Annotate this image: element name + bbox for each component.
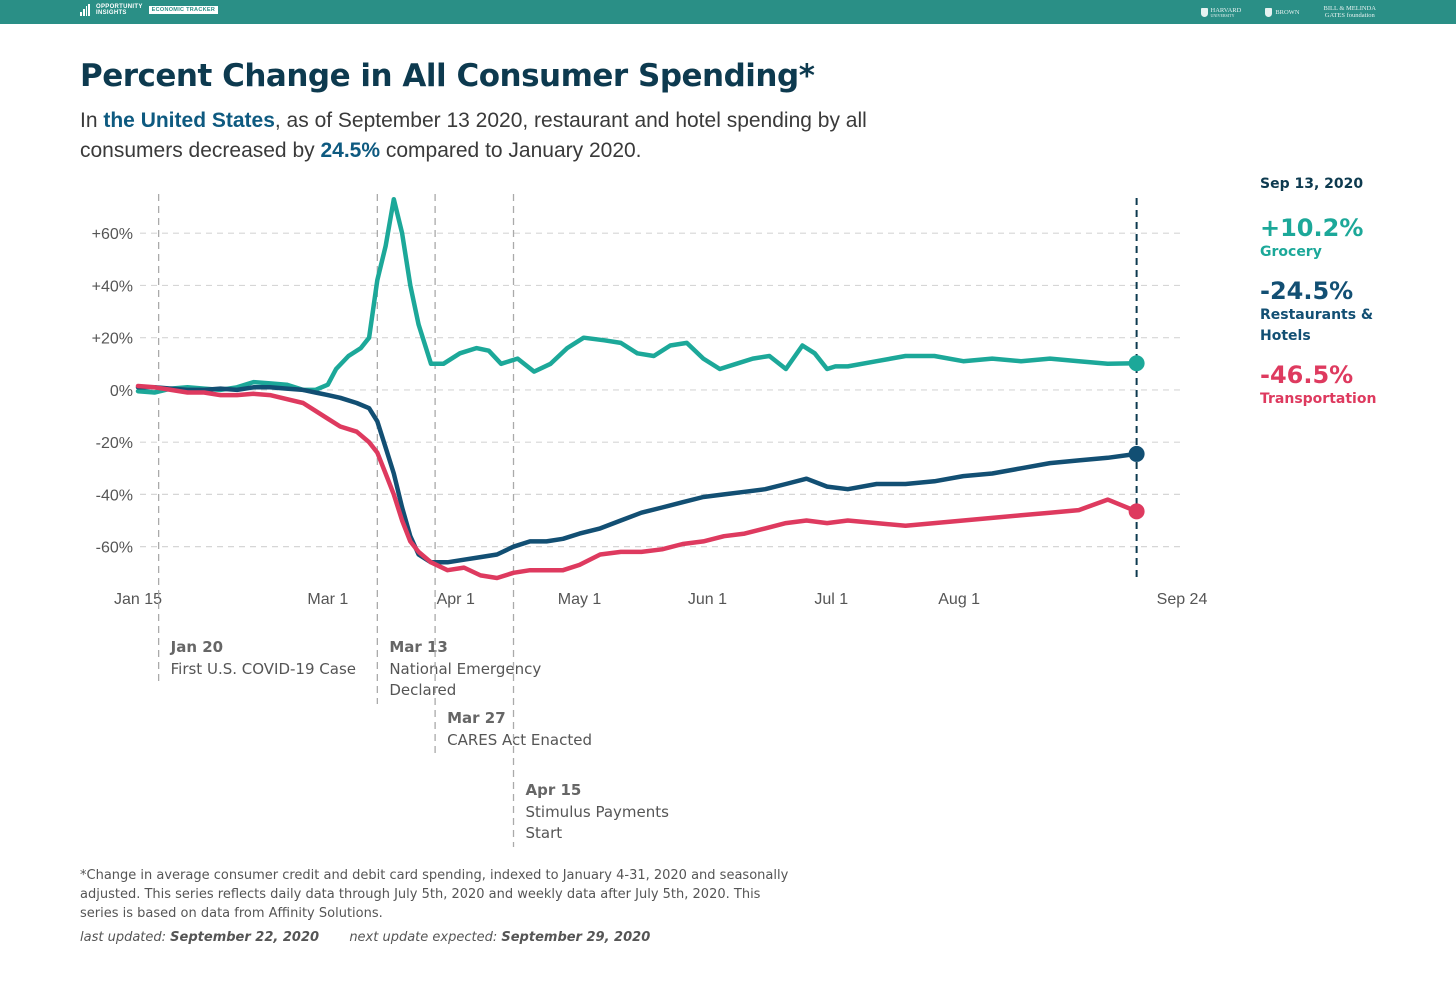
- shield-icon: [1200, 7, 1208, 17]
- y-axis-ticks: +60% +40% +20% 0% -20% -40% -60%: [92, 226, 133, 556]
- brand-line-1: OPPORTUNITY: [96, 4, 143, 10]
- legend-label-restaurants: Restaurants & Hotels: [1260, 307, 1374, 344]
- partner-brown: BROWN: [1275, 8, 1300, 16]
- grid-lines: [140, 232, 1182, 548]
- brown-logo: BROWN: [1265, 5, 1300, 19]
- y-tick-label: -40%: [96, 487, 133, 504]
- series-lines: [135, 196, 1139, 581]
- y-tick-label: +20%: [92, 331, 133, 348]
- partner-logos: HARVARD UNIVERSITY BROWN BILL & MELINDA …: [1200, 5, 1376, 19]
- legend-value-restaurants: -24.5%: [1260, 277, 1354, 305]
- subtitle-location[interactable]: the United States: [103, 109, 275, 132]
- partner-gates-sub: GATES foundation: [1324, 12, 1375, 19]
- shield-icon: [1265, 7, 1273, 17]
- event-date: Jan 20: [170, 638, 223, 656]
- series-line-grocery: [135, 196, 1139, 395]
- legend-label-transportation: Transportation: [1260, 391, 1377, 407]
- legend-label-grocery: Grocery: [1260, 244, 1322, 260]
- partner-gates: BILL & MELINDA: [1323, 5, 1376, 12]
- bar-chart-icon: [80, 4, 90, 16]
- partner-harvard-sub: UNIVERSITY: [1210, 12, 1235, 18]
- next-update-label: next update expected:: [349, 930, 498, 945]
- legend: Sep 13, 2020 +10.2% Grocery -24.5% Resta…: [1260, 176, 1450, 424]
- event-description: CARES Act Enacted: [447, 731, 592, 749]
- event-date: Apr 15: [526, 781, 582, 799]
- event-markers: Jan 20 First U.S. COVID-19 Case Mar 13 Nati…: [157, 194, 670, 847]
- footnote: *Change in average consumer credit and d…: [80, 868, 789, 921]
- series-line-transportation: [135, 383, 1139, 581]
- x-tick-label: May 1: [558, 591, 602, 608]
- brand-name: OPPORTUNITY INSIGHTS: [96, 4, 143, 16]
- legend-item-restaurants: -24.5% Restaurants & Hotels: [1260, 277, 1450, 347]
- x-tick-label: Jan 15: [114, 591, 162, 608]
- subtitle-text-1: In: [80, 109, 104, 132]
- subtitle-text-3: compared to January 2020.: [380, 139, 642, 162]
- partner-harvard: HARVARD: [1210, 6, 1242, 14]
- series-end-point: [1128, 355, 1145, 372]
- update-info: last updated: September 22, 2020 next up…: [80, 930, 650, 945]
- brand-line-2: INSIGHTS: [96, 10, 127, 16]
- y-tick-label: -20%: [96, 435, 133, 452]
- legend-item-grocery: +10.2% Grocery: [1260, 214, 1450, 263]
- event-date: Mar 13: [389, 638, 448, 656]
- event-description: Stimulus Payments: [526, 803, 670, 821]
- next-update-date: September 29, 2020: [501, 930, 651, 945]
- legend-value-grocery: +10.2%: [1260, 214, 1364, 242]
- x-tick-label: Aug 1: [938, 591, 980, 608]
- y-tick-label: 0%: [110, 383, 133, 400]
- x-tick-label: Apr 1: [437, 591, 475, 608]
- x-axis-ticks: Jan 15 Mar 1 Apr 1 May 1 Jun 1 Jul 1 Aug 1 Sep …: [114, 591, 1207, 608]
- event-description: Start: [526, 824, 563, 842]
- series-line-restaurants-hotels: [135, 385, 1139, 565]
- subtitle-text-2: , as of September 13 2020, restaurant an…: [80, 109, 867, 162]
- x-tick-label: Jul 1: [814, 591, 848, 608]
- last-updated-date: September 22, 2020: [170, 930, 320, 945]
- x-tick-label: Sep 24: [1157, 591, 1208, 608]
- event-description: First U.S. COVID-19 Case: [171, 660, 356, 678]
- subtitle-value: 24.5%: [320, 139, 381, 162]
- event-description: National Emergency: [389, 660, 541, 678]
- event-description: Declared: [389, 681, 456, 699]
- page-subtitle: In the United States, as of September 13…: [80, 106, 900, 166]
- legend-item-transportation: -46.5% Transportation: [1260, 361, 1450, 410]
- y-tick-label: +40%: [92, 278, 133, 295]
- brand-tag: ECONOMIC TRACKER: [148, 6, 219, 14]
- top-bar: OPPORTUNITY INSIGHTS ECONOMIC TRACKER HA…: [0, 0, 1456, 24]
- brand-logo[interactable]: OPPORTUNITY INSIGHTS ECONOMIC TRACKER: [80, 4, 219, 16]
- highlight-marker: [1128, 198, 1145, 580]
- legend-date: Sep 13, 2020: [1260, 176, 1364, 192]
- page-title: Percent Change in All Consumer Spending*: [80, 58, 815, 94]
- gates-logo: BILL & MELINDA GATES foundation: [1324, 5, 1376, 19]
- event-date: Mar 27: [447, 709, 506, 727]
- series-end-point: [1128, 445, 1145, 462]
- series-end-point: [1128, 503, 1145, 520]
- x-tick-label: Jun 1: [688, 591, 727, 608]
- legend-value-transportation: -46.5%: [1260, 361, 1354, 389]
- y-tick-label: -60%: [96, 540, 133, 557]
- y-tick-label: +60%: [92, 226, 133, 243]
- harvard-logo: HARVARD UNIVERSITY: [1200, 5, 1242, 19]
- x-tick-label: Mar 1: [307, 591, 348, 608]
- last-updated-label: last updated:: [80, 930, 167, 945]
- spending-chart[interactable]: +60% +40% +20% 0% -20% -40% -60% Jan 15 Mar 1 Ap…: [0, 0, 1456, 860]
